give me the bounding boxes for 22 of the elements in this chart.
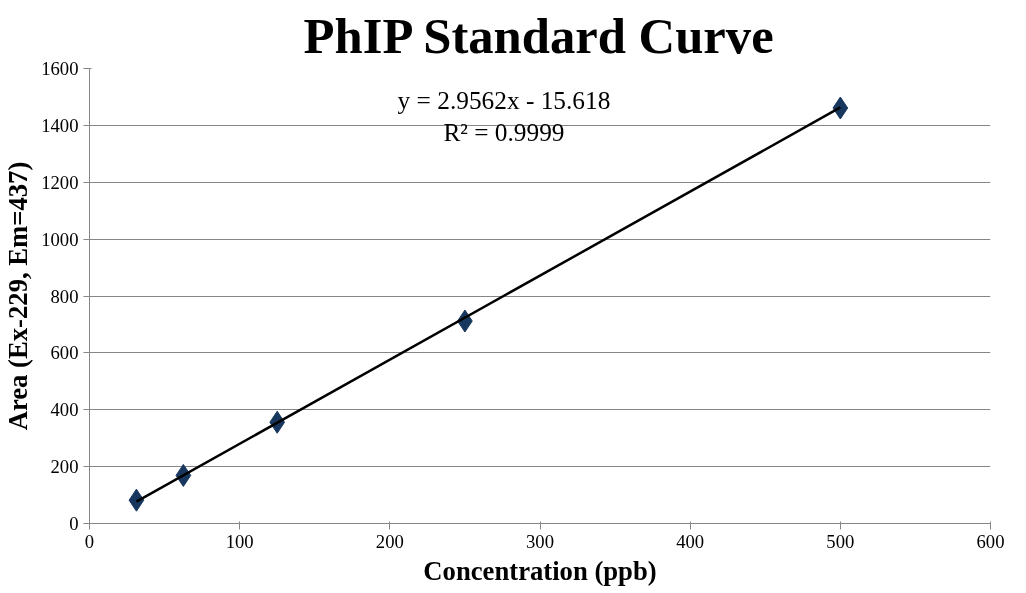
x-tick-label: 200: [375, 530, 404, 552]
annotation: y = 2.9562x - 15.618: [397, 85, 611, 114]
x-axis-title: Concentration (ppb): [423, 555, 657, 586]
annotation: R² = 0.9999: [443, 117, 565, 146]
y-tick-label: 200: [50, 456, 79, 478]
y-tick-label: 800: [50, 285, 79, 307]
y-tick-label: 0: [69, 513, 79, 534]
y-tick-label: 400: [50, 399, 79, 421]
x-tick-label: 300: [526, 530, 554, 552]
point: [832, 96, 849, 120]
y-tick-label: 1400: [41, 114, 79, 136]
x-tick-label: 400: [676, 530, 705, 552]
y-tick-label: 1000: [41, 228, 79, 250]
y-tick-label: 600: [50, 342, 79, 364]
chart-title: PhIP Standard Curve: [303, 7, 774, 64]
y-tick-label: 1600: [41, 58, 79, 79]
x-tick-label: 100: [225, 530, 254, 552]
y-tick-label: 1200: [41, 171, 79, 193]
x-tick-label: 600: [976, 530, 1005, 552]
y-axis-title: Area (Ex-229, Em=437): [3, 161, 34, 431]
x-tick-label: 0: [84, 530, 95, 552]
x-tick-label: 500: [826, 530, 855, 552]
